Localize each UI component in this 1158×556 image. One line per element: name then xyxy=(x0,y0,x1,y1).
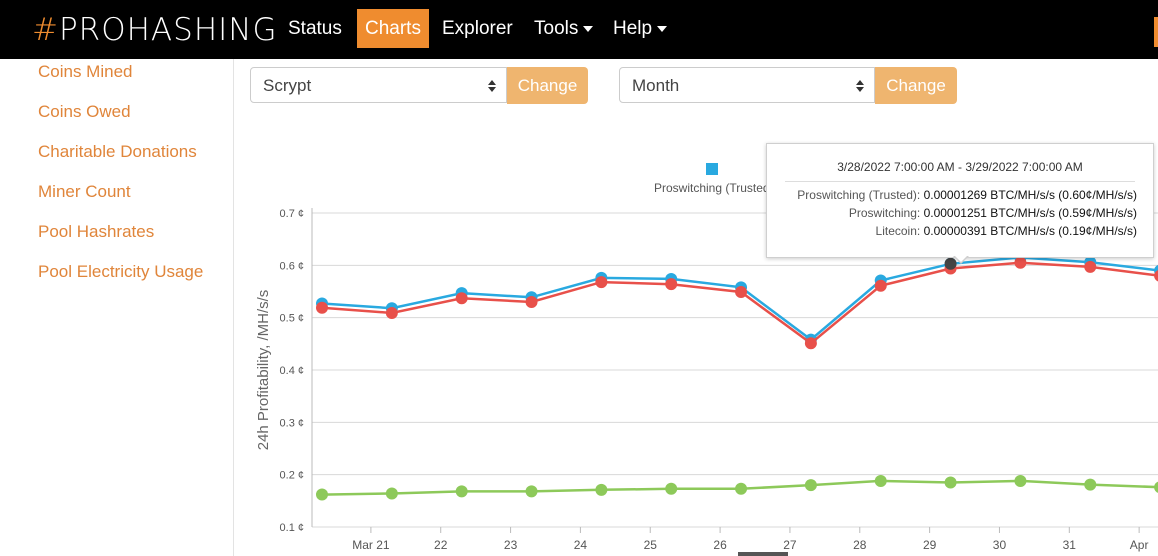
data-point-litecoin xyxy=(525,485,538,498)
data-point-proswitching xyxy=(735,286,748,299)
data-point-proswitching xyxy=(385,306,398,319)
x-tick-label: 23 xyxy=(504,538,518,552)
data-point-proswitching xyxy=(1084,260,1097,273)
algorithm-select[interactable]: Scrypt xyxy=(250,67,507,103)
y-tick-label: 0.6 ¢ xyxy=(280,260,304,272)
prohashing-logo[interactable]: #PROHASHING xyxy=(32,12,278,48)
data-point-litecoin xyxy=(1084,478,1097,491)
data-point-litecoin xyxy=(1014,474,1027,487)
data-point-proswitching xyxy=(1154,270,1158,282)
series-line-proswitching xyxy=(321,261,1158,345)
nav-tools-dropdown[interactable]: Tools xyxy=(526,9,601,48)
y-tick-label: 0.4 ¢ xyxy=(280,365,304,377)
sidebar: Coins Mined Coins Owed Charitable Donati… xyxy=(0,59,234,556)
top-navbar: #PROHASHING Status Charts Explorer Tools… xyxy=(0,0,1158,59)
period-select-value: Month xyxy=(632,76,680,95)
data-point-litecoin xyxy=(874,474,887,487)
data-point-litecoin xyxy=(944,476,957,489)
data-point-litecoin xyxy=(665,482,678,495)
chart-range-scrollbar[interactable] xyxy=(738,552,788,556)
data-point-litecoin xyxy=(385,487,398,500)
nav-right-button-edge[interactable] xyxy=(1154,17,1158,47)
y-tick-label: 0.3 ¢ xyxy=(280,417,304,429)
data-point-litecoin xyxy=(735,482,748,495)
chevron-down-icon xyxy=(657,25,668,32)
y-tick-label: 0.1 ¢ xyxy=(280,522,304,534)
sidebar-item-coins-mined[interactable]: Coins Mined xyxy=(38,62,133,81)
nav-charts[interactable]: Charts xyxy=(357,9,429,48)
sidebar-item-charitable-donations[interactable]: Charitable Donations xyxy=(38,142,197,161)
tooltip-pointer-inner xyxy=(954,255,968,262)
data-point-proswitching xyxy=(665,278,678,291)
x-tick-label: Apr xyxy=(1130,538,1149,552)
data-point-proswitching xyxy=(525,295,538,308)
tooltip-row-proswitching: Proswitching: 0.00001251 BTC/MH/s/s (0.5… xyxy=(848,206,1137,220)
y-axis-title: 24h Profitability, /MH/s/s xyxy=(255,290,272,451)
data-point-proswitching xyxy=(804,337,817,350)
x-tick-label: Mar 21 xyxy=(352,538,390,552)
tooltip-date-range: 3/28/2022 7:00:00 AM - 3/29/2022 7:00:00… xyxy=(837,160,1083,174)
tooltip-row-litecoin: Litecoin: 0.00000391 BTC/MH/s/s (0.19¢/M… xyxy=(875,224,1137,238)
data-point-proswitching xyxy=(874,279,887,292)
data-point-litecoin xyxy=(595,483,608,496)
x-tick-label: 27 xyxy=(783,538,797,552)
tooltip-row-proswitching-trusted: Proswitching (Trusted): 0.00001269 BTC/M… xyxy=(797,188,1137,202)
select-arrows-icon xyxy=(488,80,496,92)
data-point-litecoin xyxy=(316,488,328,501)
period-change-button[interactable]: Change xyxy=(875,67,957,104)
chevron-down-icon xyxy=(583,25,594,32)
x-tick-label: 26 xyxy=(713,538,727,552)
nav-help-dropdown[interactable]: Help xyxy=(605,9,675,48)
data-point-proswitching xyxy=(316,301,328,314)
data-point-litecoin xyxy=(804,479,817,492)
x-tick-label: 28 xyxy=(853,538,867,552)
sidebar-item-pool-hashrates[interactable]: Pool Hashrates xyxy=(38,222,155,241)
sidebar-item-pool-electricity-usage[interactable]: Pool Electricity Usage xyxy=(38,262,204,281)
nav-status[interactable]: Status xyxy=(288,18,342,39)
chart-tooltip: 3/28/2022 7:00:00 AM - 3/29/2022 7:00:00… xyxy=(766,143,1154,264)
x-tick-label: 29 xyxy=(923,538,937,552)
x-tick-label: 24 xyxy=(574,538,588,552)
y-tick-label: 0.5 ¢ xyxy=(280,313,304,325)
legend-swatch-proswitching-trusted xyxy=(706,163,718,175)
tooltip-divider xyxy=(785,181,1135,182)
x-tick-label: 22 xyxy=(434,538,448,552)
nav-explorer[interactable]: Explorer xyxy=(442,18,513,39)
select-arrows-icon xyxy=(856,80,864,92)
sidebar-item-coins-owed[interactable]: Coins Owed xyxy=(38,102,131,121)
x-tick-label: 30 xyxy=(993,538,1007,552)
data-point-proswitching xyxy=(595,276,608,289)
y-tick-label: 0.7 ¢ xyxy=(280,208,304,220)
legend-label-proswitching-trusted: Proswitching (Trusted) xyxy=(654,181,774,195)
data-point-litecoin xyxy=(1154,481,1158,493)
data-point-litecoin xyxy=(455,485,468,498)
period-select[interactable]: Month xyxy=(619,67,875,103)
data-point-proswitching xyxy=(455,292,468,305)
x-tick-label: 25 xyxy=(644,538,658,552)
series-line-proswitching-trusted xyxy=(321,256,1158,342)
x-tick-label: 31 xyxy=(1063,538,1077,552)
y-tick-label: 0.2 ¢ xyxy=(280,470,304,482)
sidebar-item-miner-count[interactable]: Miner Count xyxy=(38,182,131,201)
algorithm-select-value: Scrypt xyxy=(263,76,312,95)
data-point-proswitching xyxy=(1014,256,1027,269)
algorithm-change-button[interactable]: Change xyxy=(507,67,588,104)
